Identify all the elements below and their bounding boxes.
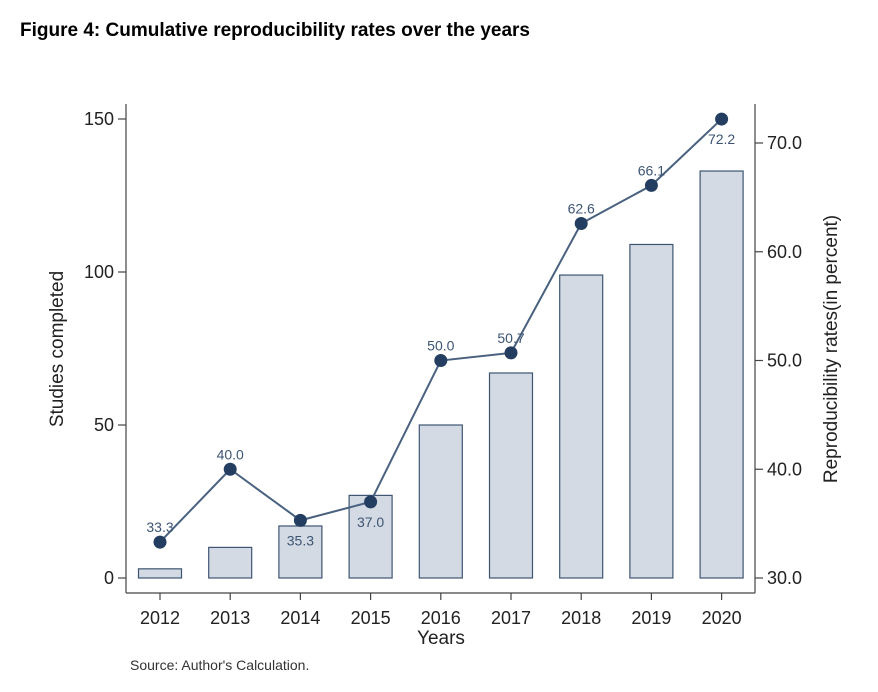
rate-point-2013: [223, 462, 237, 476]
y2-tick-label-60.0: 60.0: [767, 242, 802, 262]
rate-label-2014: 35.3: [287, 532, 314, 548]
rate-label-2017: 50.7: [497, 330, 524, 346]
x-tick-label-2014: 2014: [280, 608, 320, 628]
x-tick-label-2013: 2013: [210, 608, 250, 628]
x-axis-title: Years: [417, 628, 465, 649]
bar-2020: [699, 170, 744, 579]
y-tick-label-0: 0: [104, 568, 114, 588]
rate-point-2018: [574, 216, 588, 230]
source-note: Source: Author's Calculation.: [130, 657, 310, 673]
rate-label-2012: 33.3: [146, 519, 173, 535]
y2-axis-title: Reproducibility rates(in percent): [821, 215, 842, 483]
figure-title: Figure 4: Cumulative reproducibility rat…: [20, 20, 530, 41]
rate-label-2015: 37.0: [357, 514, 384, 530]
x-tick-label-2017: 2017: [491, 608, 531, 628]
labels-layer: 33.3 40.0 35.3 37.0 50.0 50.7 62.6 66.1 72.2: [146, 131, 735, 548]
x-tick-label-2016: 2016: [421, 608, 461, 628]
y-axis-title: Studies completed: [47, 271, 68, 427]
y-tick-label-100: 100: [84, 262, 114, 282]
y-tick-label-50: 50: [94, 415, 114, 435]
axes: 0 50 100 150 30.0 40.0 50.0 60.0 70.0 2012 2013 201…: [84, 104, 802, 628]
y2-tick-label-50.0: 50.0: [767, 351, 802, 371]
rate-point-2012: [153, 535, 167, 549]
rate-point-2020: [715, 112, 729, 126]
bar-2015: [348, 494, 393, 579]
x-tick-label-2020: 2020: [702, 608, 742, 628]
line-layer: [153, 112, 729, 549]
rate-point-2014: [293, 513, 307, 527]
y2-tick-label-70.0: 70.0: [767, 133, 802, 153]
rate-label-2013: 40.0: [217, 446, 244, 462]
bar-2016: [418, 424, 463, 579]
y2-tick-label-40.0: 40.0: [767, 459, 802, 479]
rate-label-2016: 50.0: [427, 338, 454, 354]
x-tick-label-2015: 2015: [351, 608, 391, 628]
bar-2012: [137, 568, 183, 579]
x-tick-label-2012: 2012: [140, 608, 180, 628]
rate-label-2019: 66.1: [638, 162, 665, 178]
x-tick-label-2018: 2018: [561, 608, 601, 628]
rate-point-2019: [644, 178, 658, 192]
rate-point-2015: [364, 495, 378, 509]
bar-2013: [208, 546, 253, 579]
rate-label-2018: 62.6: [568, 200, 595, 216]
rate-label-2020: 72.2: [708, 131, 735, 147]
rate-point-2017: [504, 346, 518, 360]
bar-2017: [488, 372, 534, 579]
x-tick-label-2019: 2019: [631, 608, 671, 628]
y-tick-label-150: 150: [84, 109, 114, 129]
bar-2018: [559, 274, 604, 579]
rate-point-2016: [434, 354, 448, 367]
bars: [137, 170, 744, 579]
bar-2019: [629, 243, 674, 579]
y2-tick-label-30.0: 30.0: [767, 568, 802, 588]
